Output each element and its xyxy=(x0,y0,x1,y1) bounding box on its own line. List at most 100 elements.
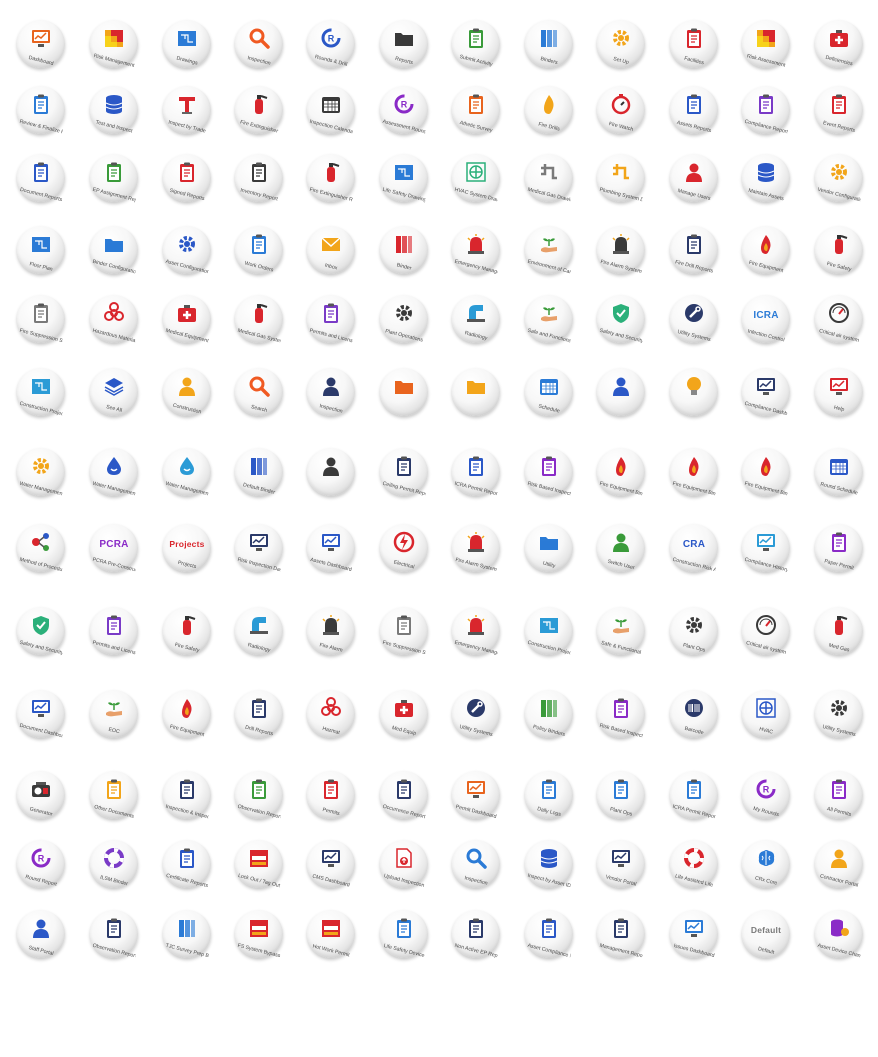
tile-binder-configurations[interactable]: Binder Configurations xyxy=(90,226,138,275)
tile-assets-reports[interactable]: Assets Reports xyxy=(670,86,718,134)
tile-set-up[interactable]: Set Up xyxy=(597,20,645,68)
tile-radiology[interactable]: Radiology xyxy=(452,295,500,343)
tile-fire-equipment-binder[interactable]: Fire Equipment Binder xyxy=(597,448,645,497)
tile-compliance-dashboard[interactable]: Compliance Dashboard xyxy=(742,368,790,417)
tile-risk-assessment[interactable]: Risk Assessment xyxy=(742,20,790,69)
tile-water-management-binder[interactable]: Water Management Binder xyxy=(163,448,211,497)
tile-fire-drill-reports[interactable]: Fire Drill Reports xyxy=(670,226,718,275)
tile-inspection[interactable]: Inspection xyxy=(235,20,283,68)
tile-management-reports[interactable]: Management Reports xyxy=(597,910,645,959)
tile-maintain-assets[interactable]: Maintain Assets xyxy=(742,154,790,202)
tile-fire-equipment[interactable]: Fire Equipment xyxy=(163,690,211,738)
tile-icra-permit-report[interactable]: ICRA Permit Report xyxy=(670,771,718,820)
tile-ilsm-binder[interactable]: ILSM Binder xyxy=(90,840,138,888)
tile-fire-suppression-system[interactable]: Fire Suppression System xyxy=(17,295,65,344)
tile-risk-inspection-dashboard[interactable]: Risk Inspection Dashboard xyxy=(235,524,283,573)
tile-switch-user[interactable]: Switch User xyxy=(597,524,645,572)
tile-construction[interactable]: Construction xyxy=(163,368,211,416)
tile-fire-alarm-system[interactable]: Fire Alarm System xyxy=(452,524,500,573)
tile-dashboard[interactable]: Dashboard xyxy=(17,20,65,68)
tile-submit-activity[interactable]: Submit Activity xyxy=(452,20,500,68)
tile-inbox[interactable]: Inbox xyxy=(307,226,355,274)
tile-icra-permit-report[interactable]: ICRA Permit Report xyxy=(452,448,500,497)
tile-infection-control[interactable]: ICRA Infection Control xyxy=(742,295,790,343)
tile-staff-portal[interactable]: Staff Portal xyxy=(17,910,65,958)
tile-fire-alarm-system[interactable]: Fire Alarm System xyxy=(597,226,645,275)
tile-other-documents[interactable]: Other Documents xyxy=(90,771,138,820)
tile-ceiling-permit-report[interactable]: Ceiling Permit Report xyxy=(380,448,428,497)
tile-round-schedule[interactable]: Round Schedule xyxy=(815,448,863,497)
tile-lightbulb-icon[interactable] xyxy=(670,368,718,416)
tile-emergency-management[interactable]: Emergency Management xyxy=(452,226,500,275)
tile-daily-logs[interactable]: Daily Logs xyxy=(525,771,573,819)
tile-crx-core[interactable]: CRx Core xyxy=(742,840,790,888)
tile-fire-suppression-system[interactable]: Fire Suppression System xyxy=(380,607,428,656)
tile-utility-systems[interactable]: Utility Systems xyxy=(815,690,863,738)
tile-hvac[interactable]: HVAC xyxy=(742,690,790,738)
tile-fire-watch[interactable]: Fire Watch xyxy=(597,86,645,134)
tile-asset-configurations[interactable]: Asset Configurations xyxy=(163,226,211,275)
tile-manage-users[interactable]: Manage Users xyxy=(670,154,718,202)
tile-my-rounds[interactable]: R My Rounds xyxy=(742,771,790,819)
tile-permits-and-licenses[interactable]: Permits and Licenses xyxy=(307,295,355,344)
tile-fire-safety[interactable]: Fire Safety xyxy=(163,607,211,655)
tile-vendor-portal[interactable]: Vendor Portal xyxy=(597,840,645,888)
tile-method-of-procedure[interactable]: Method of Procedure xyxy=(17,524,65,573)
tile-inspection[interactable]: Inspection xyxy=(452,840,500,888)
tile-assessment-rounds[interactable]: R Assessment Rounds xyxy=(380,86,428,135)
tile-paper-permit[interactable]: Paper Permit xyxy=(815,524,863,572)
tile-floor-plan[interactable]: Floor Plan xyxy=(17,226,65,274)
tile-safety-and-security[interactable]: Safety and Security xyxy=(17,607,65,656)
tile-binder[interactable]: Binder xyxy=(380,226,428,274)
tile-hazmat[interactable]: Hazmat xyxy=(307,690,355,738)
tile-upload-inspection[interactable]: Upload Inspection xyxy=(380,840,428,889)
tile-asset-device-change[interactable]: Asset Device Change xyxy=(815,910,863,959)
tile-life-safety-drawings[interactable]: Life Safety Drawings xyxy=(380,154,428,203)
tile-fire-safety[interactable]: Fire Safety xyxy=(815,226,863,274)
tile-hazardous-materials[interactable]: Hazardous Materials xyxy=(90,295,138,344)
tile-projects[interactable]: Projects Projects xyxy=(163,524,211,572)
tile-water-management-program-binder[interactable]: Water Management Program Binder xyxy=(17,448,65,497)
tile-inventory-report[interactable]: Inventory Report xyxy=(235,154,283,203)
tile-signed-reports[interactable]: Signed Reports xyxy=(163,154,211,202)
tile-pcra-pre-construction[interactable]: PCRA PCRA Pre-Construction xyxy=(90,524,138,573)
tile-inspection[interactable]: Inspection xyxy=(307,368,355,416)
tile-fs-system-bypass-permit[interactable]: FS System Bypass Permit xyxy=(235,910,283,959)
tile-barcode[interactable]: Barcode xyxy=(670,690,718,738)
tile-permit-dashboard[interactable]: Permit Dashboard xyxy=(452,771,500,820)
tile-review-finalize-reports[interactable]: Review & Finalize Reports xyxy=(17,86,65,135)
tile-radiology[interactable]: Radiology xyxy=(235,607,283,655)
tile-issues-dashboard[interactable]: Issues Dashboard xyxy=(670,910,718,959)
tile-drawings[interactable]: Drawings xyxy=(163,20,211,68)
tile-all-permits[interactable]: All Permits xyxy=(815,771,863,819)
tile-emergency-management[interactable]: Emergency Management xyxy=(452,607,500,656)
tile-risk-based-inspection-report[interactable]: Risk Based Inspection Report xyxy=(525,448,573,497)
tile-utility-systems[interactable]: Utility Systems xyxy=(452,690,500,738)
tile-hvac-system-drawings[interactable]: HVAC System Drawings xyxy=(452,154,500,203)
tile-electrical[interactable]: Electrical xyxy=(380,524,428,572)
tile-inspection-calendar[interactable]: Inspection Calendar xyxy=(307,86,355,135)
tile-vendor-configuration[interactable]: Vendor Configuration xyxy=(815,154,863,203)
tile-observation-report[interactable]: Observation Report xyxy=(90,910,138,959)
tile-compliance-history[interactable]: Compliance History xyxy=(742,524,790,573)
tile-deficiencies[interactable]: Deficiencies xyxy=(815,20,863,68)
tile-work-orders[interactable]: Work Orders xyxy=(235,226,283,274)
tile-utility[interactable]: Utility xyxy=(525,524,573,572)
tile-safety-and-security[interactable]: Safety and Security xyxy=(597,295,645,344)
tile-non-active-ep-reports[interactable]: Non Active EP Reports xyxy=(452,910,500,959)
tile-cms-dashboard[interactable]: CMS Dashboard xyxy=(307,840,355,889)
tile-folder-orange-icon[interactable] xyxy=(380,368,428,416)
tile-hot-work-permit[interactable]: Hot Work Permit xyxy=(307,910,355,958)
tile-ep-assignment-reports[interactable]: EP Assignment Reports xyxy=(90,154,138,203)
tile-safe-and-functional-environment[interactable]: Safe and Functional Environment xyxy=(525,295,573,344)
tile-see-all[interactable]: See All xyxy=(90,368,138,416)
tile-occurrence-report[interactable]: Occurrence Report xyxy=(380,771,428,820)
tile-fire-drills[interactable]: Fire Drills xyxy=(525,86,573,134)
tile-default[interactable]: Default Default xyxy=(742,910,790,958)
tile-fire-extinguisher[interactable]: Fire Extinguisher xyxy=(235,86,283,135)
tile-fire-equipment[interactable]: Fire Equipment xyxy=(742,226,790,274)
tile-user-silhouette-icon[interactable] xyxy=(307,448,355,496)
tile-event-reports[interactable]: Event Reports xyxy=(815,86,863,134)
tile-fire-equipment-binder-ii[interactable]: Fire Equipment Binder II xyxy=(670,448,718,497)
tile-document-reports[interactable]: Document Reports xyxy=(17,154,65,203)
